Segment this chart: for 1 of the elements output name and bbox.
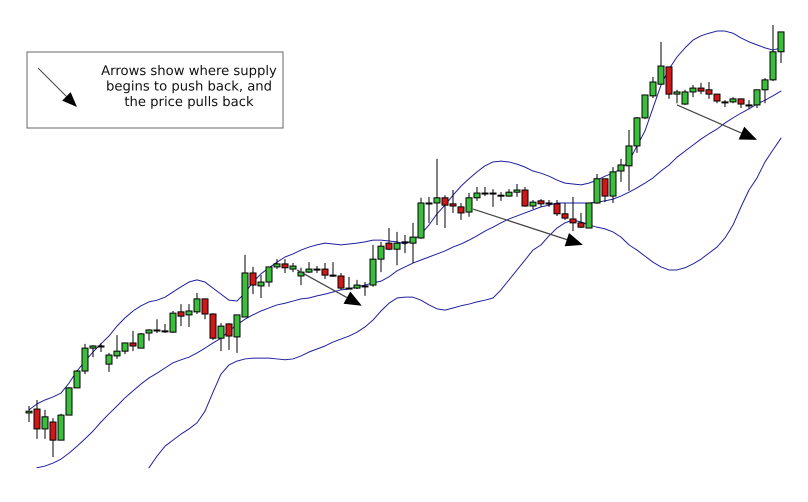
annotation: Arrows show where supply begins to push back, and the price pulls back bbox=[101, 64, 278, 110]
